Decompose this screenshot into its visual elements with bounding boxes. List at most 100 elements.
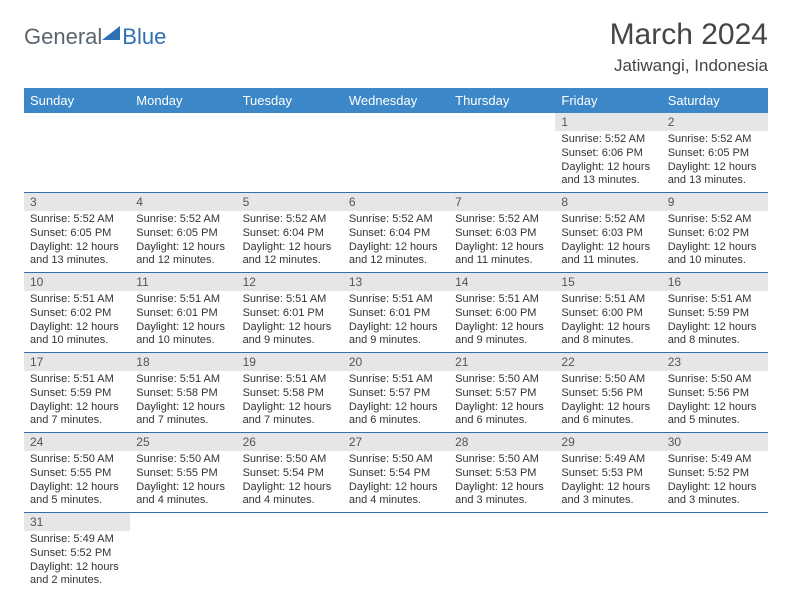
sunset-text: Sunset: 5:58 PM <box>136 387 230 401</box>
daylight-text-1: Daylight: 12 hours <box>136 481 230 495</box>
calendar-cell: 6Sunrise: 5:52 AMSunset: 6:04 PMDaylight… <box>343 193 449 273</box>
day-number: 2 <box>662 113 768 131</box>
sunset-text: Sunset: 5:54 PM <box>243 467 337 481</box>
day-number: 21 <box>449 353 555 371</box>
daylight-text-2: and 4 minutes. <box>243 494 337 508</box>
calendar-cell: 21Sunrise: 5:50 AMSunset: 5:57 PMDayligh… <box>449 353 555 433</box>
daylight-text-1: Daylight: 12 hours <box>668 241 762 255</box>
daylight-text-1: Daylight: 12 hours <box>668 481 762 495</box>
calendar-cell <box>130 113 236 193</box>
calendar-cell: 27Sunrise: 5:50 AMSunset: 5:54 PMDayligh… <box>343 433 449 513</box>
daylight-text-1: Daylight: 12 hours <box>455 321 549 335</box>
sunset-text: Sunset: 6:00 PM <box>561 307 655 321</box>
weekday-header: Wednesday <box>343 88 449 113</box>
sunrise-text: Sunrise: 5:52 AM <box>349 213 443 227</box>
daylight-text-2: and 4 minutes. <box>349 494 443 508</box>
daylight-text-2: and 11 minutes. <box>455 254 549 268</box>
day-number: 8 <box>555 193 661 211</box>
sunrise-text: Sunrise: 5:51 AM <box>243 373 337 387</box>
daylight-text-2: and 13 minutes. <box>561 174 655 188</box>
sunrise-text: Sunrise: 5:52 AM <box>561 213 655 227</box>
weekday-header: Friday <box>555 88 661 113</box>
day-number: 1 <box>555 113 661 131</box>
day-number: 3 <box>24 193 130 211</box>
daylight-text-1: Daylight: 12 hours <box>243 241 337 255</box>
daylight-text-1: Daylight: 12 hours <box>243 481 337 495</box>
calendar-cell: 15Sunrise: 5:51 AMSunset: 6:00 PMDayligh… <box>555 273 661 353</box>
calendar-cell: 3Sunrise: 5:52 AMSunset: 6:05 PMDaylight… <box>24 193 130 273</box>
day-number: 30 <box>662 433 768 451</box>
day-number: 31 <box>24 513 130 531</box>
daylight-text-1: Daylight: 12 hours <box>30 561 124 575</box>
day-body: Sunrise: 5:51 AMSunset: 5:59 PMDaylight:… <box>662 291 768 352</box>
calendar-cell <box>662 513 768 593</box>
daylight-text-1: Daylight: 12 hours <box>561 401 655 415</box>
day-number: 27 <box>343 433 449 451</box>
calendar-cell: 12Sunrise: 5:51 AMSunset: 6:01 PMDayligh… <box>237 273 343 353</box>
day-body: Sunrise: 5:51 AMSunset: 6:01 PMDaylight:… <box>130 291 236 352</box>
logo-text-general: General <box>24 24 102 50</box>
day-number: 10 <box>24 273 130 291</box>
sunrise-text: Sunrise: 5:51 AM <box>668 293 762 307</box>
sunset-text: Sunset: 6:02 PM <box>668 227 762 241</box>
day-body: Sunrise: 5:52 AMSunset: 6:05 PMDaylight:… <box>130 211 236 272</box>
sunset-text: Sunset: 6:00 PM <box>455 307 549 321</box>
calendar-row: 10Sunrise: 5:51 AMSunset: 6:02 PMDayligh… <box>24 273 768 353</box>
calendar-cell: 9Sunrise: 5:52 AMSunset: 6:02 PMDaylight… <box>662 193 768 273</box>
sunrise-text: Sunrise: 5:50 AM <box>455 453 549 467</box>
day-body: Sunrise: 5:52 AMSunset: 6:05 PMDaylight:… <box>24 211 130 272</box>
sunrise-text: Sunrise: 5:52 AM <box>561 133 655 147</box>
sunrise-text: Sunrise: 5:52 AM <box>455 213 549 227</box>
day-number: 19 <box>237 353 343 371</box>
daylight-text-1: Daylight: 12 hours <box>561 161 655 175</box>
sunrise-text: Sunrise: 5:52 AM <box>136 213 230 227</box>
title-block: March 2024 Jatiwangi, Indonesia <box>610 18 768 76</box>
calendar-cell: 31Sunrise: 5:49 AMSunset: 5:52 PMDayligh… <box>24 513 130 593</box>
sunrise-text: Sunrise: 5:51 AM <box>243 293 337 307</box>
sunset-text: Sunset: 6:01 PM <box>136 307 230 321</box>
calendar-cell: 14Sunrise: 5:51 AMSunset: 6:00 PMDayligh… <box>449 273 555 353</box>
calendar-cell: 1Sunrise: 5:52 AMSunset: 6:06 PMDaylight… <box>555 113 661 193</box>
day-body: Sunrise: 5:51 AMSunset: 6:02 PMDaylight:… <box>24 291 130 352</box>
daylight-text-2: and 2 minutes. <box>30 574 124 588</box>
day-number: 15 <box>555 273 661 291</box>
calendar-cell: 7Sunrise: 5:52 AMSunset: 6:03 PMDaylight… <box>449 193 555 273</box>
calendar-cell: 22Sunrise: 5:50 AMSunset: 5:56 PMDayligh… <box>555 353 661 433</box>
month-title: March 2024 <box>610 18 768 52</box>
day-number: 25 <box>130 433 236 451</box>
day-number: 13 <box>343 273 449 291</box>
day-number: 28 <box>449 433 555 451</box>
sunrise-text: Sunrise: 5:50 AM <box>668 373 762 387</box>
sunrise-text: Sunrise: 5:51 AM <box>30 293 124 307</box>
daylight-text-1: Daylight: 12 hours <box>561 481 655 495</box>
sunset-text: Sunset: 6:04 PM <box>349 227 443 241</box>
daylight-text-2: and 10 minutes. <box>136 334 230 348</box>
calendar-cell <box>555 513 661 593</box>
daylight-text-1: Daylight: 12 hours <box>668 401 762 415</box>
sunrise-text: Sunrise: 5:50 AM <box>136 453 230 467</box>
daylight-text-2: and 3 minutes. <box>668 494 762 508</box>
daylight-text-1: Daylight: 12 hours <box>561 321 655 335</box>
daylight-text-1: Daylight: 12 hours <box>243 401 337 415</box>
logo: General Blue <box>24 24 166 50</box>
day-body: Sunrise: 5:52 AMSunset: 6:06 PMDaylight:… <box>555 131 661 192</box>
calendar-cell: 30 Sunrise: 5:49 AMSunset: 5:52 PMDayligh… <box>662 433 768 513</box>
sunrise-text: Sunrise: 5:50 AM <box>243 453 337 467</box>
sunrise-text: Sunrise: 5:49 AM <box>668 453 762 467</box>
daylight-text-1: Daylight: 12 hours <box>349 401 443 415</box>
day-number: 18 <box>130 353 236 371</box>
daylight-text-1: Daylight: 12 hours <box>668 161 762 175</box>
day-number: 29 <box>555 433 661 451</box>
sunset-text: Sunset: 5:52 PM <box>668 467 762 481</box>
day-body: Sunrise: 5:51 AMSunset: 5:57 PMDaylight:… <box>343 371 449 432</box>
calendar-cell: 10Sunrise: 5:51 AMSunset: 6:02 PMDayligh… <box>24 273 130 353</box>
sunrise-text: Sunrise: 5:50 AM <box>30 453 124 467</box>
sunset-text: Sunset: 5:59 PM <box>668 307 762 321</box>
day-body: Sunrise: 5:51 AMSunset: 6:00 PMDaylight:… <box>555 291 661 352</box>
daylight-text-2: and 10 minutes. <box>30 334 124 348</box>
weekday-header: Thursday <box>449 88 555 113</box>
sunset-text: Sunset: 5:53 PM <box>561 467 655 481</box>
calendar-table: SundayMondayTuesdayWednesdayThursdayFrid… <box>24 88 768 592</box>
day-body: Sunrise: 5:52 AMSunset: 6:03 PMDaylight:… <box>449 211 555 272</box>
calendar-body: 1Sunrise: 5:52 AMSunset: 6:06 PMDaylight… <box>24 113 768 592</box>
